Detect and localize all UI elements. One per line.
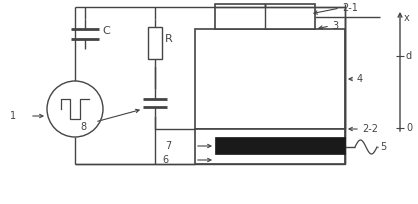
Text: 2-2: 2-2 [362, 124, 378, 134]
Text: 5: 5 [380, 142, 386, 152]
Text: 1: 1 [10, 111, 16, 121]
Text: 7: 7 [165, 141, 171, 151]
Bar [148, 27, 162, 59]
Text: 0: 0 [406, 123, 412, 133]
Text: d: d [406, 51, 412, 61]
Text: R: R [165, 34, 173, 44]
Bar [195, 29, 345, 129]
Bar [215, 4, 315, 29]
Text: 4: 4 [357, 74, 363, 84]
Text: 6: 6 [162, 155, 168, 165]
Text: 2-1: 2-1 [342, 3, 358, 13]
Text: 8: 8 [80, 122, 86, 132]
Bar [195, 129, 345, 164]
Text: 3: 3 [332, 21, 338, 31]
Text: C: C [102, 26, 110, 36]
Text: x: x [404, 13, 410, 23]
Bar [215, 137, 345, 154]
Circle shape [47, 81, 103, 137]
